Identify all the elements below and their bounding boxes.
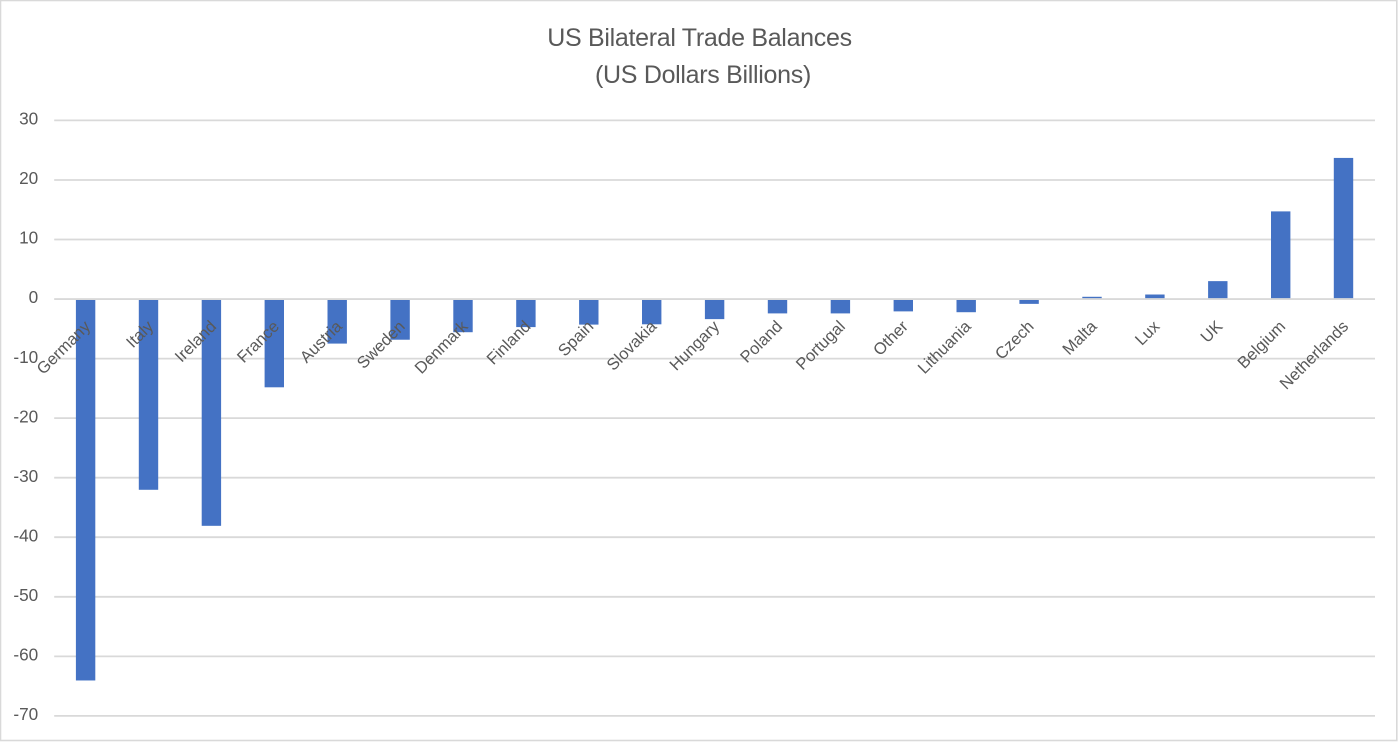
svg-text:-60: -60 xyxy=(13,645,38,665)
svg-text:(US Dollars Billions): (US Dollars Billions) xyxy=(595,61,811,89)
svg-text:20: 20 xyxy=(19,168,38,188)
svg-text:-30: -30 xyxy=(13,466,38,486)
svg-text:-70: -70 xyxy=(13,704,38,724)
svg-text:30: 30 xyxy=(19,109,38,129)
svg-text:-40: -40 xyxy=(13,526,38,546)
svg-text:US Bilateral Trade Balances: US Bilateral Trade Balances xyxy=(547,24,852,52)
svg-text:-50: -50 xyxy=(13,585,38,605)
svg-text:-10: -10 xyxy=(13,347,38,367)
svg-text:10: 10 xyxy=(19,228,38,248)
svg-text:-20: -20 xyxy=(13,406,38,426)
svg-text:0: 0 xyxy=(29,287,39,307)
